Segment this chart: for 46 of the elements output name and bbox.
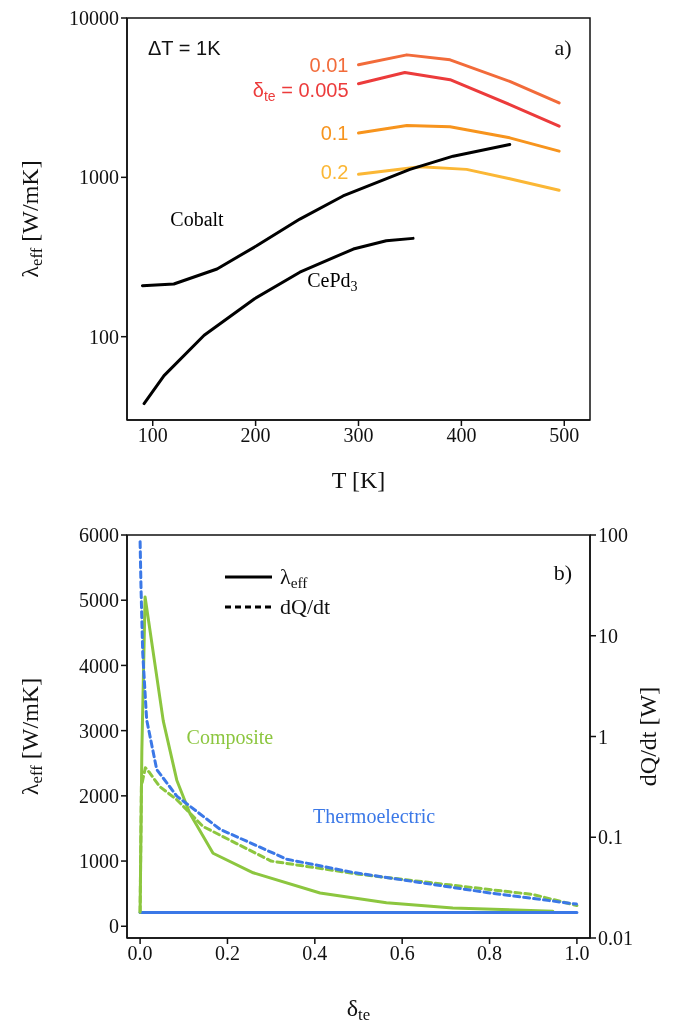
line-series	[357, 70, 561, 128]
line-series	[142, 236, 415, 406]
y2-axis-title: dQ/dt [W]	[635, 686, 661, 787]
y-tick-label: 6000	[79, 524, 119, 547]
line-series	[357, 165, 561, 192]
y2-tick-label: 0.01	[598, 927, 633, 950]
annotation: λ$_{eff}$	[280, 564, 309, 591]
annotation: b)	[553, 560, 573, 585]
series-label: δ$_{te}$ = 0.005	[252, 78, 349, 104]
y-tick-label: 2000	[79, 784, 119, 807]
x-tick-label: 400	[446, 424, 477, 447]
annotation: dQ/dt	[280, 594, 331, 619]
x-tick-label: 100	[137, 424, 168, 447]
x-tick-label: 1.0	[564, 942, 590, 965]
y-tick-label: 10000	[69, 7, 119, 30]
y-tick-label: 5000	[79, 589, 119, 612]
series-label: 0.1	[320, 121, 349, 144]
series-label: Composite	[186, 726, 274, 750]
y-tick-label: 1000	[79, 166, 119, 189]
x-tick-label: 0.0	[127, 942, 153, 965]
x-axis-title: T [K]	[331, 467, 386, 493]
y-tick-label: 0	[109, 915, 119, 938]
series-label: 0.01	[309, 53, 349, 76]
x-tick-label: 300	[343, 424, 374, 447]
y-tick-label: 1000	[79, 850, 119, 873]
y2-tick-label: 100	[598, 524, 628, 547]
series-label: Cobalt	[170, 207, 225, 230]
y-tick-label: 3000	[79, 719, 119, 742]
x-tick-label: 0.4	[302, 942, 328, 965]
x-tick-label: 0.8	[477, 942, 503, 965]
x-axis-title: δ$_{te}$	[346, 995, 371, 1025]
y2-tick-label: 10	[598, 624, 618, 647]
annotation: ΔT = 1K	[148, 37, 222, 59]
x-tick-label: 0.2	[214, 942, 240, 965]
series-label: CePd$_{3}$	[307, 269, 358, 294]
x-tick-label: 200	[240, 424, 271, 447]
x-tick-label: 500	[549, 424, 580, 447]
y-tick-label: 4000	[79, 654, 119, 677]
y-tick-label: 100	[89, 325, 119, 348]
y2-tick-label: 0.1	[598, 826, 623, 849]
text: Thermoelectric	[313, 804, 436, 827]
series-label: 0.2	[320, 161, 349, 184]
annotation: a)	[554, 35, 572, 60]
x-tick-label: 0.6	[389, 942, 415, 965]
line-series	[357, 124, 561, 153]
y2-tick-label: 1	[598, 725, 608, 748]
